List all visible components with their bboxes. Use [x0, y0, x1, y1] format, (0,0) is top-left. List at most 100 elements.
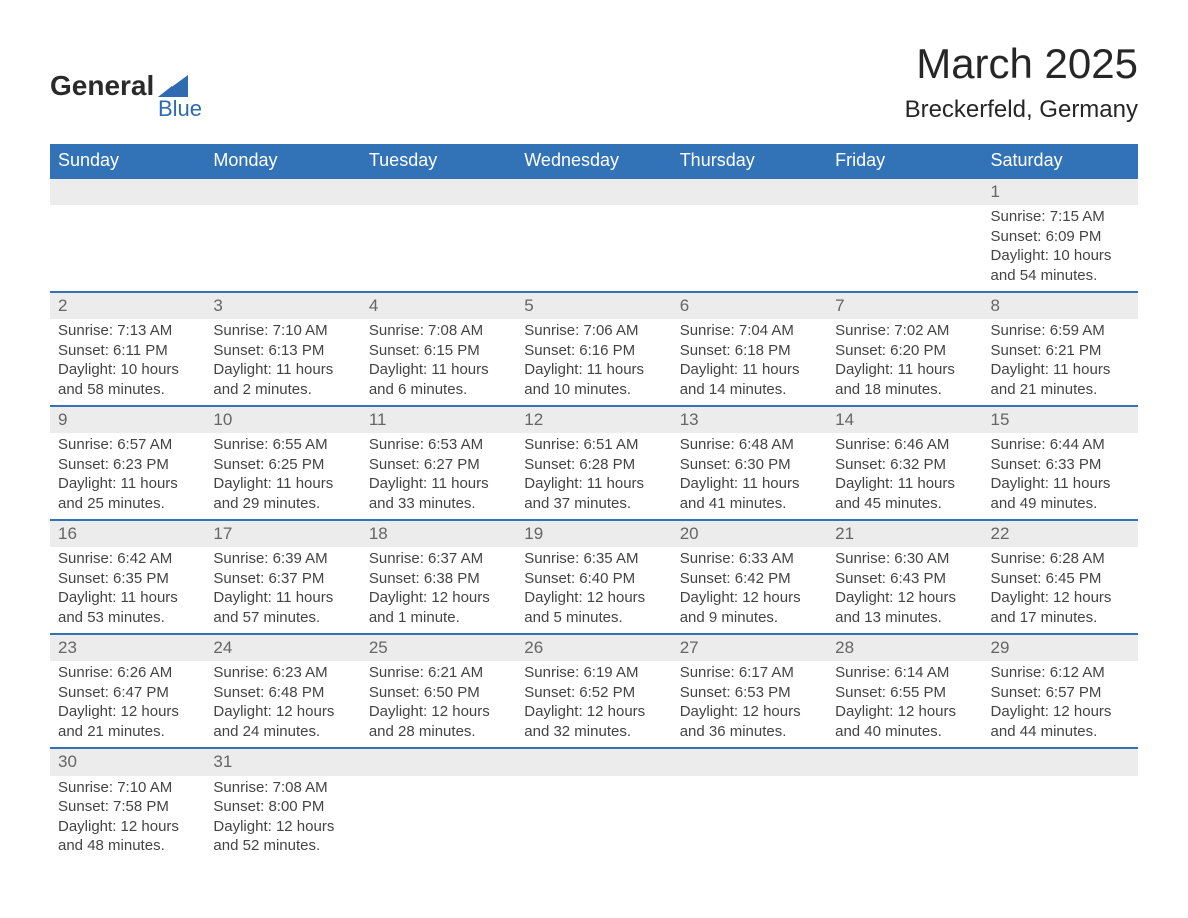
header: General Blue March 2025 Breckerfeld, Ger… [50, 40, 1138, 124]
day-number-row: 23242526272829 [50, 634, 1138, 661]
day-detail: Sunrise: 6:33 AMSunset: 6:42 PMDaylight:… [672, 547, 827, 633]
sunrise-text: Sunrise: 6:14 AM [835, 663, 974, 683]
day-detail: Sunrise: 6:21 AMSunset: 6:50 PMDaylight:… [361, 661, 516, 747]
logo-wedge-icon [158, 75, 188, 97]
sunset-text: Sunset: 6:45 PM [991, 569, 1130, 589]
day-detail: Sunrise: 6:46 AMSunset: 6:32 PMDaylight:… [827, 433, 982, 519]
day-number-cell: 3 [205, 292, 360, 319]
daylight-text: Daylight: 10 hours and 58 minutes. [58, 360, 197, 399]
day-number-row: 16171819202122 [50, 520, 1138, 547]
sunrise-text: Sunrise: 7:08 AM [369, 321, 508, 341]
daylight-text: Daylight: 11 hours and 18 minutes. [835, 360, 974, 399]
sunset-text: Sunset: 6:38 PM [369, 569, 508, 589]
day-detail-cell [205, 205, 360, 292]
sunrise-text: Sunrise: 6:42 AM [58, 549, 197, 569]
daylight-text: Daylight: 11 hours and 49 minutes. [991, 474, 1130, 513]
sunrise-text: Sunrise: 6:55 AM [213, 435, 352, 455]
daylight-text: Daylight: 11 hours and 53 minutes. [58, 588, 197, 627]
sunrise-text: Sunrise: 7:08 AM [213, 778, 352, 798]
sunrise-text: Sunrise: 6:51 AM [524, 435, 663, 455]
daylight-text: Daylight: 12 hours and 17 minutes. [991, 588, 1130, 627]
sunset-text: Sunset: 6:43 PM [835, 569, 974, 589]
sunrise-text: Sunrise: 6:37 AM [369, 549, 508, 569]
day-detail: Sunrise: 6:30 AMSunset: 6:43 PMDaylight:… [827, 547, 982, 633]
day-detail-cell [516, 776, 671, 862]
sunrise-text: Sunrise: 6:19 AM [524, 663, 663, 683]
sunset-text: Sunset: 6:37 PM [213, 569, 352, 589]
month-title: March 2025 [905, 40, 1138, 88]
sunset-text: Sunset: 6:28 PM [524, 455, 663, 475]
day-detail-row: Sunrise: 7:10 AMSunset: 7:58 PMDaylight:… [50, 776, 1138, 862]
day-detail-cell [50, 205, 205, 292]
day-detail-row: Sunrise: 7:15 AMSunset: 6:09 PMDaylight:… [50, 205, 1138, 292]
sunrise-text: Sunrise: 6:53 AM [369, 435, 508, 455]
day-detail-cell [827, 776, 982, 862]
day-detail-cell [516, 205, 671, 292]
day-detail-cell: Sunrise: 6:23 AMSunset: 6:48 PMDaylight:… [205, 661, 360, 748]
day-number-cell: 4 [361, 292, 516, 319]
day-number: 10 [205, 407, 360, 433]
day-detail-cell: Sunrise: 6:51 AMSunset: 6:28 PMDaylight:… [516, 433, 671, 520]
daylight-text: Daylight: 12 hours and 24 minutes. [213, 702, 352, 741]
day-number: 18 [361, 521, 516, 547]
day-number-cell: 28 [827, 634, 982, 661]
day-number: 11 [361, 407, 516, 433]
day-detail: Sunrise: 7:04 AMSunset: 6:18 PMDaylight:… [672, 319, 827, 405]
day-detail-cell [827, 205, 982, 292]
day-number-cell: 2 [50, 292, 205, 319]
sunrise-text: Sunrise: 6:21 AM [369, 663, 508, 683]
day-number: 16 [50, 521, 205, 547]
day-detail: Sunrise: 6:59 AMSunset: 6:21 PMDaylight:… [983, 319, 1138, 405]
sunset-text: Sunset: 6:50 PM [369, 683, 508, 703]
day-detail: Sunrise: 6:26 AMSunset: 6:47 PMDaylight:… [50, 661, 205, 747]
sunset-text: Sunset: 6:18 PM [680, 341, 819, 361]
day-detail-cell [672, 776, 827, 862]
logo-text-top: General [50, 70, 154, 102]
day-number: 4 [361, 293, 516, 319]
sunrise-text: Sunrise: 7:13 AM [58, 321, 197, 341]
day-number-cell: 27 [672, 634, 827, 661]
day-detail: Sunrise: 6:14 AMSunset: 6:55 PMDaylight:… [827, 661, 982, 747]
sunrise-text: Sunrise: 6:44 AM [991, 435, 1130, 455]
daylight-text: Daylight: 11 hours and 25 minutes. [58, 474, 197, 513]
sunrise-text: Sunrise: 6:17 AM [680, 663, 819, 683]
daylight-text: Daylight: 11 hours and 14 minutes. [680, 360, 819, 399]
weekday-header-row: Sunday Monday Tuesday Wednesday Thursday… [50, 144, 1138, 178]
day-detail-cell: Sunrise: 7:13 AMSunset: 6:11 PMDaylight:… [50, 319, 205, 406]
day-detail-cell: Sunrise: 6:26 AMSunset: 6:47 PMDaylight:… [50, 661, 205, 748]
daylight-text: Daylight: 12 hours and 48 minutes. [58, 817, 197, 856]
day-number-cell: 9 [50, 406, 205, 433]
day-number: 6 [672, 293, 827, 319]
sunrise-text: Sunrise: 6:46 AM [835, 435, 974, 455]
day-number-cell: 13 [672, 406, 827, 433]
day-number: 17 [205, 521, 360, 547]
day-detail: Sunrise: 7:08 AMSunset: 6:15 PMDaylight:… [361, 319, 516, 405]
day-detail-row: Sunrise: 6:42 AMSunset: 6:35 PMDaylight:… [50, 547, 1138, 634]
day-detail-cell: Sunrise: 7:04 AMSunset: 6:18 PMDaylight:… [672, 319, 827, 406]
day-number-cell: 29 [983, 634, 1138, 661]
day-detail-cell [672, 205, 827, 292]
day-number: 21 [827, 521, 982, 547]
sunset-text: Sunset: 6:42 PM [680, 569, 819, 589]
sunset-text: Sunset: 6:13 PM [213, 341, 352, 361]
day-number-cell [827, 178, 982, 205]
weekday-header: Monday [205, 144, 360, 178]
day-detail: Sunrise: 6:19 AMSunset: 6:52 PMDaylight:… [516, 661, 671, 747]
sunset-text: Sunset: 6:53 PM [680, 683, 819, 703]
sunset-text: Sunset: 6:25 PM [213, 455, 352, 475]
day-number: 19 [516, 521, 671, 547]
day-detail: Sunrise: 6:12 AMSunset: 6:57 PMDaylight:… [983, 661, 1138, 747]
sunrise-text: Sunrise: 6:28 AM [991, 549, 1130, 569]
day-number-cell: 15 [983, 406, 1138, 433]
daylight-text: Daylight: 11 hours and 2 minutes. [213, 360, 352, 399]
sunset-text: Sunset: 6:21 PM [991, 341, 1130, 361]
day-detail: Sunrise: 7:10 AMSunset: 7:58 PMDaylight:… [50, 776, 205, 862]
sunset-text: Sunset: 6:48 PM [213, 683, 352, 703]
sunrise-text: Sunrise: 7:15 AM [991, 207, 1130, 227]
sunrise-text: Sunrise: 6:23 AM [213, 663, 352, 683]
day-detail: Sunrise: 6:17 AMSunset: 6:53 PMDaylight:… [672, 661, 827, 747]
sunrise-text: Sunrise: 6:26 AM [58, 663, 197, 683]
daylight-text: Daylight: 11 hours and 6 minutes. [369, 360, 508, 399]
day-number: 30 [50, 749, 205, 775]
sunset-text: Sunset: 6:52 PM [524, 683, 663, 703]
